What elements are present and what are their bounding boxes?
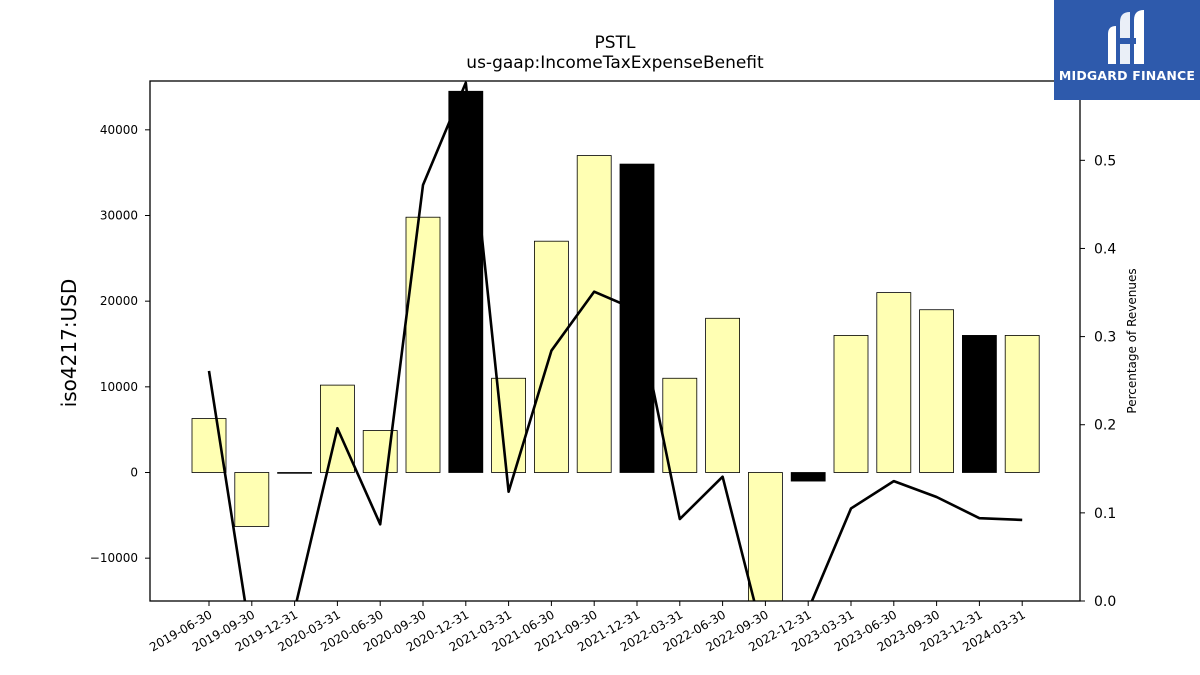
bar-2021-06-30 xyxy=(534,240,569,473)
plot-frame xyxy=(149,80,1081,602)
y-axis-label-right: Percentage of Revenues xyxy=(1125,268,1139,413)
y-right-tick-label: 0.2 xyxy=(1094,418,1116,434)
bar-2021-12-31 xyxy=(619,163,655,473)
percentage-line xyxy=(207,81,1023,601)
y-tick-label: 20000 xyxy=(100,294,138,308)
bar-group xyxy=(191,90,1040,601)
y-right-tick-label: 0.1 xyxy=(1094,506,1116,522)
y-tick-label: −10000 xyxy=(90,551,138,565)
bar-2019-12-31 xyxy=(277,472,313,474)
line-group xyxy=(207,81,1023,601)
y-tick-label: 40000 xyxy=(100,123,138,137)
bar-2021-09-30 xyxy=(576,155,612,473)
bar-2021-03-31 xyxy=(491,377,527,473)
bar-2024-03-31 xyxy=(1004,335,1040,473)
y-right-tick-label: 0.3 xyxy=(1094,330,1116,346)
bar-2022-03-31 xyxy=(662,377,698,473)
bar-2022-06-30 xyxy=(705,317,740,473)
bar-2022-09-30 xyxy=(748,472,783,601)
y-tick-label: 0 xyxy=(130,465,138,479)
bar-2023-09-30 xyxy=(919,309,954,473)
y-tick-label: 30000 xyxy=(100,208,138,222)
logo: MIDGARD FINANCE xyxy=(1054,0,1200,100)
bar-2023-12-31 xyxy=(962,335,997,473)
bar-2019-09-30 xyxy=(234,472,270,527)
bar-2023-06-30 xyxy=(876,292,912,473)
chart-subtitle: us-gaap:IncomeTaxExpenseBenefit xyxy=(466,53,764,73)
y-right-tick-label: 0.0 xyxy=(1094,594,1116,610)
y-tick-label: 10000 xyxy=(100,380,138,394)
chart-title: PSTL xyxy=(595,33,636,53)
logo-text: MIDGARD FINANCE xyxy=(1058,68,1196,83)
y-right-tick-label: 0.5 xyxy=(1094,153,1116,169)
bar-2020-09-30 xyxy=(405,216,441,473)
bar-2022-12-31 xyxy=(790,472,826,482)
bar-2020-12-31 xyxy=(448,90,484,473)
y-axis-label: iso4217:USD xyxy=(57,279,81,408)
y-right-tick-label: 0.4 xyxy=(1094,241,1116,257)
logo-icon xyxy=(1108,10,1144,64)
bar-2023-03-31 xyxy=(833,335,869,473)
